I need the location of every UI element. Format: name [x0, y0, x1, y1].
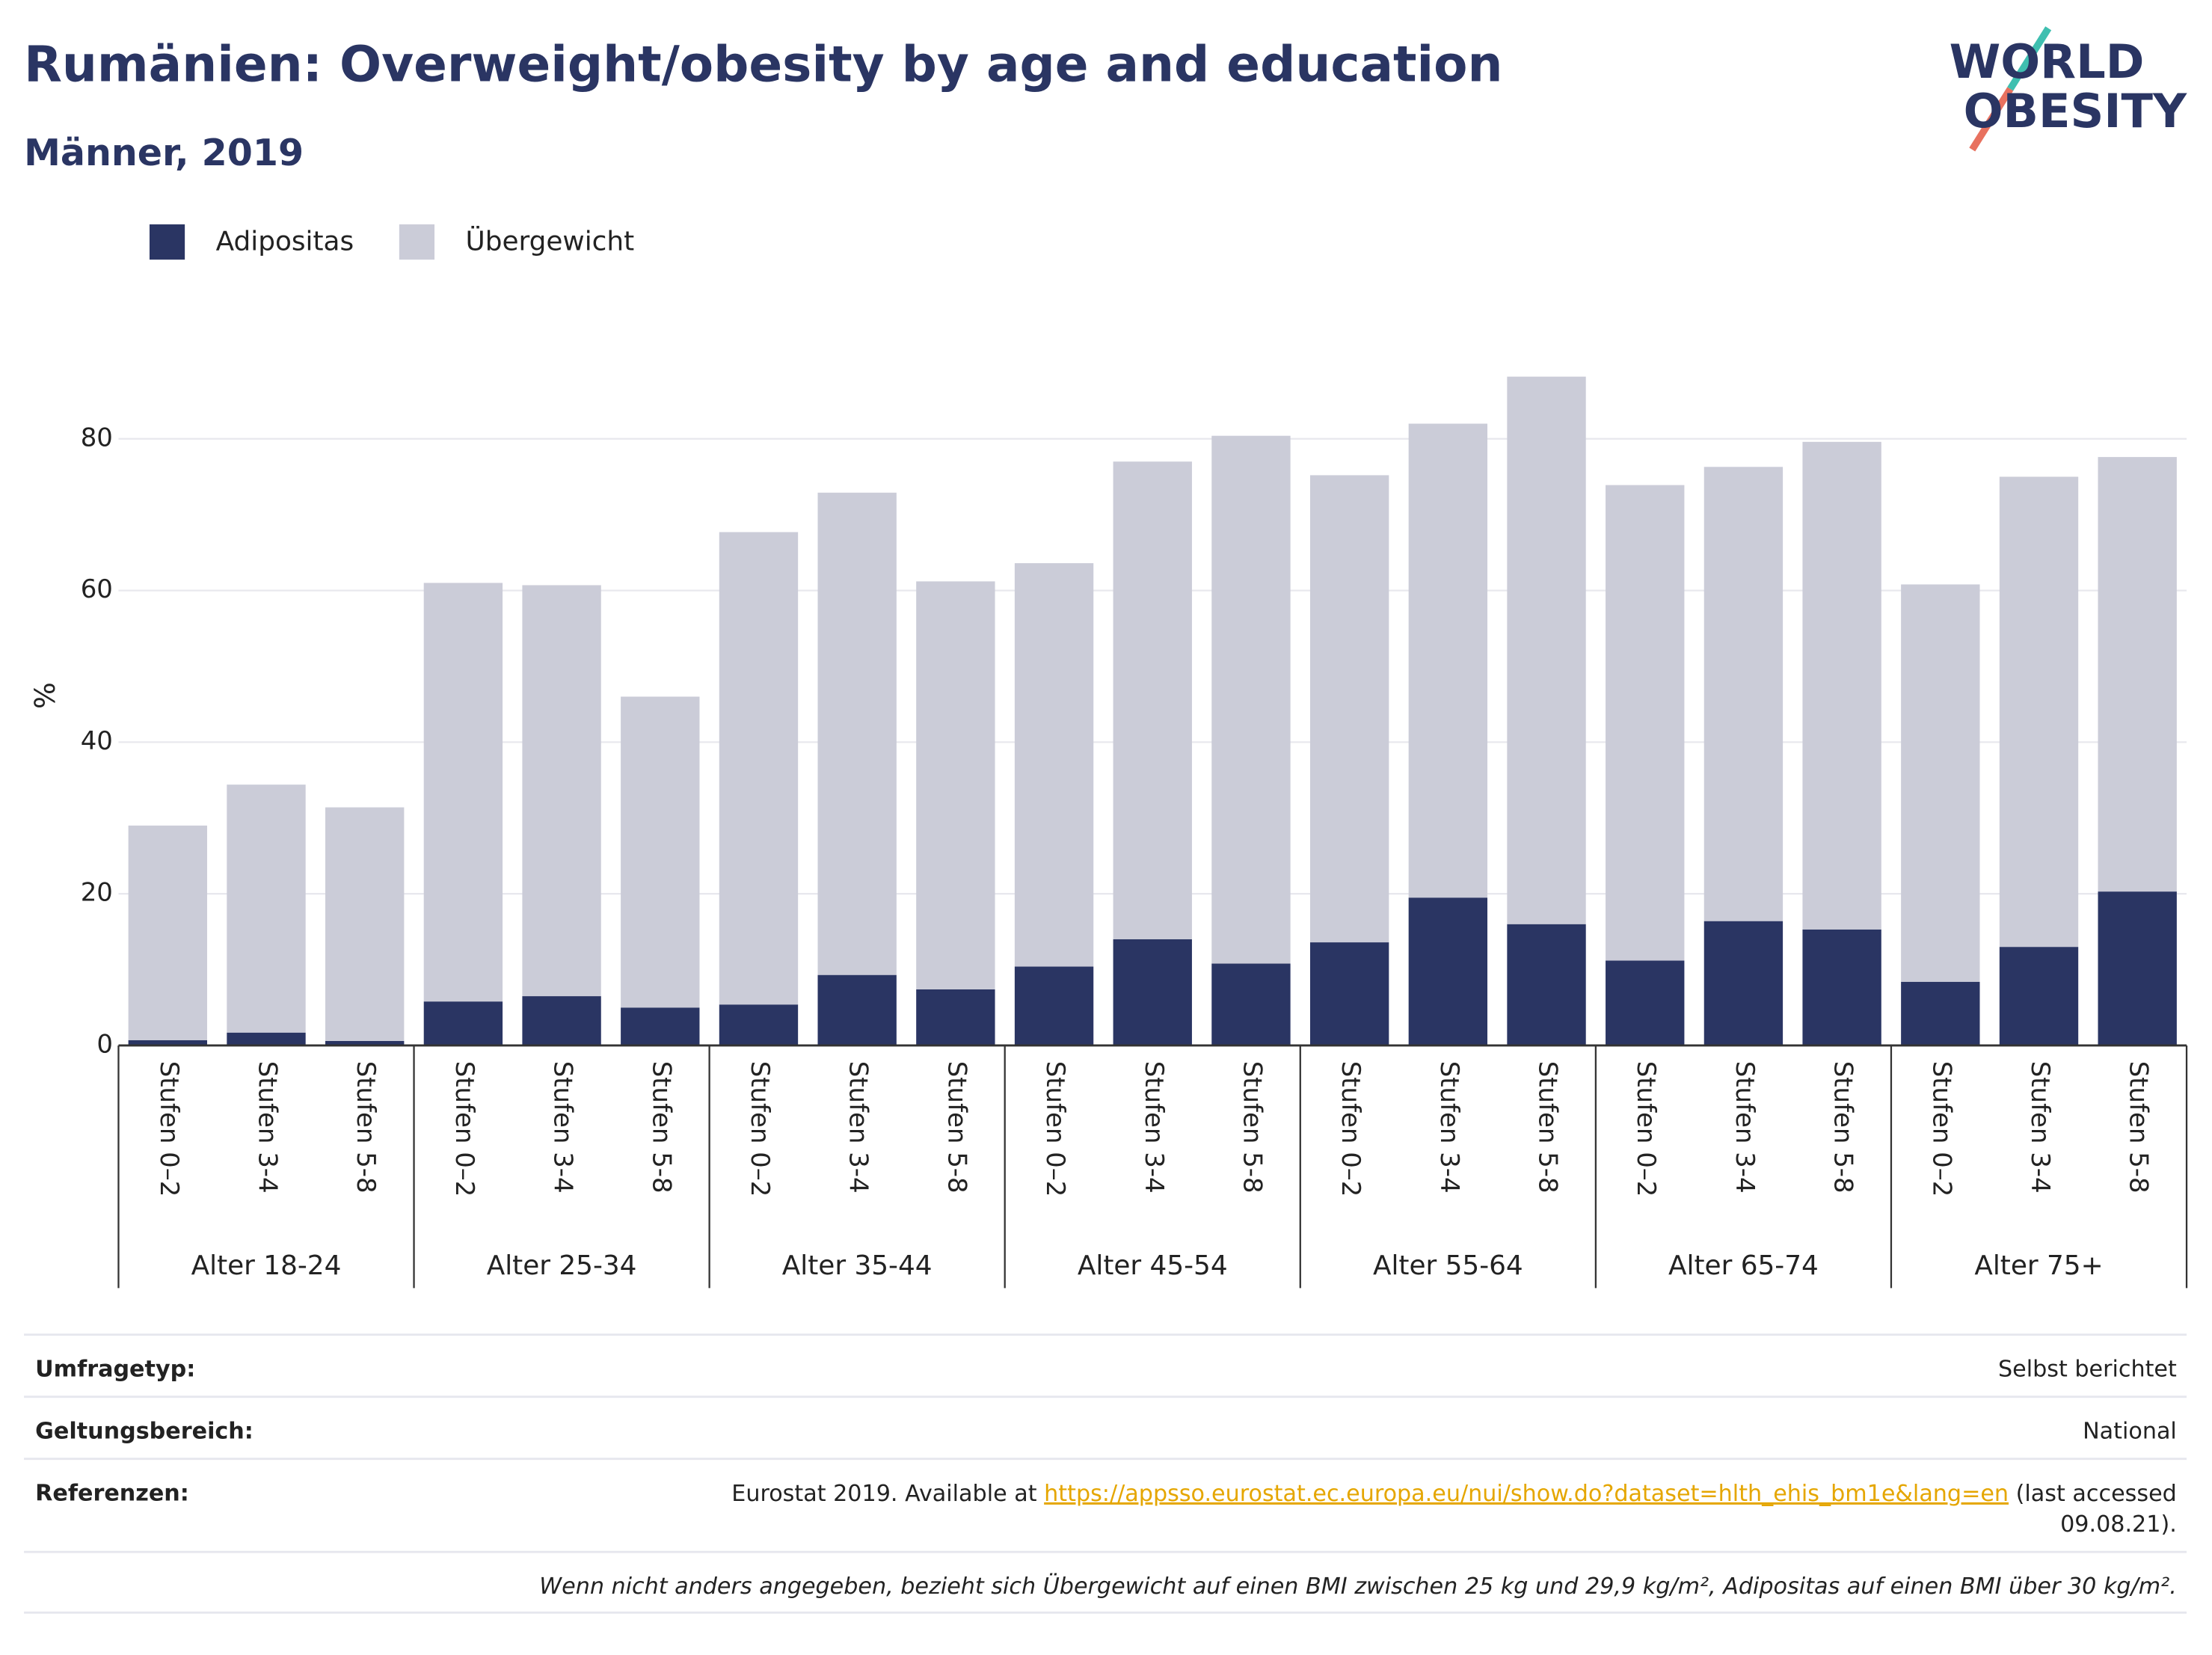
y-tick-label: 40 [81, 726, 113, 756]
footer-label: Geltungsbereich: [35, 1418, 254, 1444]
x-tick-label: Stufen 5-8 [1533, 1061, 1563, 1194]
bar-segment [128, 1040, 207, 1045]
bar-segment [916, 581, 995, 989]
bar-segment [1606, 960, 1685, 1045]
y-axis-label: % [28, 682, 61, 709]
bar-segment [817, 492, 897, 975]
group-label: Alter 45-54 [1078, 1250, 1228, 1281]
bar-segment [1901, 584, 1980, 982]
group-label: Alter 18-24 [191, 1250, 342, 1281]
group-label: Alter 25-34 [487, 1250, 637, 1281]
x-tick-label: Stufen 3-4 [253, 1061, 283, 1194]
bar-segment [1309, 475, 1389, 943]
bar-segment [817, 974, 897, 1045]
footer-label: Referenzen: [35, 1480, 189, 1506]
reference-link[interactable]: https://appsso.eurostat.ec.europa.eu/nui… [1044, 1480, 2009, 1506]
logo-text: OBESITY [1964, 84, 2187, 138]
y-tick-label: 80 [81, 423, 113, 452]
x-tick-label: Stufen 5-8 [941, 1061, 971, 1194]
x-tick-label: Stufen 3-4 [1730, 1061, 1760, 1194]
logo-slash [1969, 87, 2014, 152]
logo-slash [2007, 26, 2052, 91]
footer-value: National [2083, 1418, 2177, 1444]
legend-swatch [149, 224, 185, 260]
bar-segment [423, 1001, 503, 1045]
legend-label: Adipositas [216, 227, 354, 257]
bar-segment [1014, 966, 1094, 1045]
bar-segment [522, 585, 601, 997]
bar-segment [1606, 485, 1685, 961]
x-tick-label: Stufen 5-8 [2124, 1061, 2154, 1194]
bar-segment [719, 532, 799, 1005]
reference-text: Eurostat 2019. Available at https://apps… [731, 1480, 2177, 1506]
y-tick-label: 60 [81, 574, 113, 604]
bar-segment [1211, 435, 1291, 964]
bar-segment [1507, 376, 1586, 924]
bar-segment [1802, 929, 1881, 1045]
x-tick-label: Stufen 3-4 [1139, 1061, 1169, 1194]
bar-segment [227, 1032, 306, 1045]
x-tick-label: Stufen 5-8 [1828, 1061, 1858, 1194]
bar-segment [916, 989, 995, 1045]
bar-segment [128, 825, 207, 1040]
reference-prefix: Eurostat 2019. Available at [731, 1480, 1044, 1506]
bar-segment [621, 696, 700, 1008]
logo-text: WORLD [1950, 34, 2145, 89]
x-tick-label: Stufen 5-8 [351, 1061, 381, 1194]
bar-segment [1113, 939, 1192, 1045]
bar-segment [1703, 921, 1784, 1045]
y-tick-label: 0 [96, 1029, 113, 1059]
x-tick-label: Stufen 3-4 [1434, 1061, 1464, 1194]
x-tick-label: Stufen 0–2 [1926, 1061, 1956, 1197]
bar-segment [325, 807, 405, 1041]
group-label: Alter 75+ [1974, 1250, 2103, 1281]
bar-segment [621, 1007, 700, 1045]
group-label: Alter 55-64 [1373, 1250, 1523, 1281]
reference-text: 09.08.21). [2060, 1511, 2177, 1538]
bar-segment [719, 1004, 799, 1045]
chart-title: Rumänien: Overweight/obesity by age and … [24, 36, 1502, 93]
x-tick-label: Stufen 5-8 [1237, 1061, 1267, 1194]
group-label: Alter 35-44 [782, 1250, 933, 1281]
bar-segment [1999, 947, 2079, 1045]
x-tick-label: Stufen 0–2 [154, 1061, 184, 1197]
bar-segment [1507, 924, 1586, 1045]
bar-segment [2098, 457, 2177, 892]
bar-segment [1211, 963, 1291, 1045]
bar-segment [1309, 942, 1389, 1045]
chart-subtitle: Männer, 2019 [24, 131, 304, 174]
bar-segment [1802, 441, 1881, 930]
legend-swatch [399, 224, 435, 260]
bar-segment [325, 1040, 405, 1045]
x-tick-label: Stufen 0–2 [1631, 1061, 1661, 1197]
bar-segment [1014, 563, 1094, 967]
bar-segment [423, 583, 503, 1002]
bar-segment [1999, 476, 2079, 948]
bar-segment [1703, 467, 1784, 921]
y-tick-label: 20 [81, 878, 113, 908]
bar-segment [522, 996, 601, 1045]
x-tick-label: Stufen 3-4 [548, 1061, 578, 1194]
legend-label: Übergewicht [466, 226, 635, 257]
reference-suffix: (last accessed [2009, 1480, 2177, 1506]
footer-label: Umfragetyp: [35, 1356, 195, 1382]
bar-segment [227, 784, 306, 1033]
x-tick-label: Stufen 5-8 [646, 1061, 676, 1194]
x-tick-label: Stufen 0–2 [449, 1061, 479, 1197]
bar-segment [1113, 461, 1192, 940]
bar-segment [1408, 423, 1488, 898]
x-tick-label: Stufen 3-4 [844, 1061, 873, 1194]
x-tick-label: Stufen 3-4 [2025, 1061, 2055, 1194]
x-tick-label: Stufen 0–2 [745, 1061, 775, 1197]
footer-note: Wenn nicht anders angegeben, bezieht sic… [539, 1572, 2177, 1600]
bar-segment [1408, 897, 1488, 1045]
bar-segment [2098, 891, 2177, 1045]
group-label: Alter 65-74 [1668, 1250, 1819, 1281]
bar-segment [1901, 981, 1980, 1045]
x-tick-label: Stufen 0–2 [1040, 1061, 1070, 1197]
x-tick-label: Stufen 0–2 [1336, 1061, 1365, 1197]
footer-value: Selbst berichtet [1998, 1356, 2177, 1382]
